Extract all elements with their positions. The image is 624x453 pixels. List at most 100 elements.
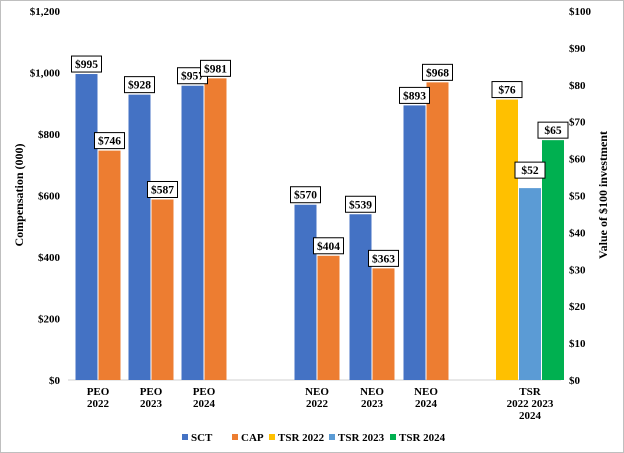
y-tick-right: $40: [569, 227, 586, 239]
y-tick-right: $30: [569, 264, 586, 276]
bar-cap-2: [204, 78, 227, 380]
y-tick-right: $0: [569, 375, 581, 387]
data-label-box: [313, 237, 344, 255]
bar-sct-2: [181, 85, 204, 380]
data-label-value: $570: [294, 189, 317, 202]
legend-item-tsr-2022: TSR 2022: [269, 432, 325, 444]
data-label-box: [491, 81, 523, 99]
data-label-sct-3: $570: [290, 186, 321, 204]
y-axis-title-right: Value of $100 investment: [596, 131, 610, 259]
data-label-value: $76: [498, 84, 516, 97]
data-label-value: $957: [181, 70, 204, 83]
data-label-value: $65: [544, 124, 562, 137]
y-tick-right: $80: [569, 80, 586, 92]
data-label-value: $928: [128, 79, 151, 92]
data-label-value: $52: [521, 164, 539, 177]
category-label: 2024: [193, 398, 216, 410]
legend-label: TSR 2022: [278, 432, 325, 444]
data-label-sct-4: $539: [345, 195, 376, 213]
legend-swatch: [269, 434, 275, 440]
legend-swatch: [390, 434, 396, 440]
category-label: PEO: [87, 386, 110, 398]
data-label-value: $746: [98, 135, 121, 148]
bars: [75, 74, 564, 380]
data-label-box: [368, 249, 399, 267]
data-labels: $995 $746 $928 $587 $957$981 $570 $404 $539 $363…: [71, 55, 569, 267]
data-label-box: [345, 195, 376, 213]
data-label-box: [71, 55, 102, 73]
data-label-box: [200, 59, 231, 77]
legend-label: SCT: [191, 432, 213, 444]
category-label: TSR: [519, 386, 541, 398]
legend-item-tsr-2024: TSR 2024: [390, 432, 446, 444]
bar-tsr-2022-6: [496, 99, 518, 380]
y-axis-title-left: Compensation (000): [12, 143, 26, 246]
bar-sct-5: [403, 105, 426, 380]
data-label-box: [124, 76, 155, 94]
data-label-tsr-2023-6: $52: [514, 161, 546, 179]
y-tick-right: $60: [569, 154, 586, 166]
data-label-sct-0: $995: [71, 55, 102, 73]
data-label-box: [290, 186, 321, 204]
legend-swatch: [232, 434, 238, 440]
category-label: NEO: [360, 386, 384, 398]
category-label: 2023: [361, 398, 384, 410]
bar-cap-3: [317, 255, 340, 380]
y-tick-left: $600: [38, 191, 61, 203]
y-tick-left: $0: [49, 375, 61, 387]
y-tick-left: $200: [38, 314, 61, 326]
bar-cap-5: [426, 82, 449, 380]
data-label-cap-2: $981: [200, 59, 231, 77]
bar-cap-4: [372, 268, 395, 380]
bar-sct-0: [75, 74, 98, 380]
y-tick-left: $1,200: [30, 6, 61, 18]
data-label-value: $995: [75, 58, 98, 71]
y-tick-right: $20: [569, 301, 586, 313]
data-label-tsr-2022-6: $76: [491, 81, 523, 99]
legend-label: TSR 2023: [338, 432, 385, 444]
category-label: 2022 2023: [507, 398, 554, 410]
legend-item-tsr-2023: TSR 2023: [329, 432, 385, 444]
legend-swatch: [182, 434, 188, 440]
bar-tsr-2024-6: [542, 140, 564, 380]
data-label-value: $981: [204, 62, 227, 75]
legend-label: TSR 2024: [399, 432, 446, 444]
data-label-value: $968: [426, 66, 449, 79]
category-label: NEO: [414, 386, 438, 398]
y-tick-left: $1,000: [30, 68, 61, 80]
data-label-value: $363: [372, 252, 395, 265]
data-label-cap-1: $587: [147, 180, 178, 198]
category-label: 2022: [87, 398, 110, 410]
data-label-box: [514, 161, 546, 179]
category-label: PEO: [193, 386, 216, 398]
category-label: 2023: [140, 398, 163, 410]
legend-item-cap: CAP: [232, 432, 264, 444]
legend-label: CAP: [241, 432, 264, 444]
legend-swatch: [329, 434, 335, 440]
data-label-value: $404: [317, 240, 340, 253]
bar-sct-4: [349, 214, 372, 380]
category-label: PEO: [140, 386, 163, 398]
bar-cap-1: [151, 199, 174, 380]
data-label-box: [422, 63, 453, 81]
data-label-value: $539: [349, 198, 372, 211]
data-label-cap-3: $404: [313, 237, 344, 255]
data-label-sct-1: $928: [124, 76, 155, 94]
category-label: 2024: [415, 398, 438, 410]
data-label-value: $587: [151, 183, 174, 196]
category-label: NEO: [305, 386, 329, 398]
category-label: 2022: [306, 398, 329, 410]
data-label-box: [399, 86, 430, 104]
axes: $0 $200 $400 $600 $800 $1,000 $1,200 $0 $10 $20 $3…: [30, 6, 592, 387]
category-label: 2024: [519, 410, 542, 422]
bar-sct-3: [294, 204, 317, 380]
legend: SCT CAP TSR 2022 TSR 2023 TSR 2024: [182, 432, 446, 444]
data-label-box: [537, 121, 569, 139]
bar-sct-1: [128, 94, 151, 380]
y-tick-right: $90: [569, 43, 586, 55]
data-label-cap-4: $363: [368, 249, 399, 267]
legend-item-sct: SCT: [182, 432, 213, 444]
data-label-cap-0: $746: [94, 132, 125, 150]
